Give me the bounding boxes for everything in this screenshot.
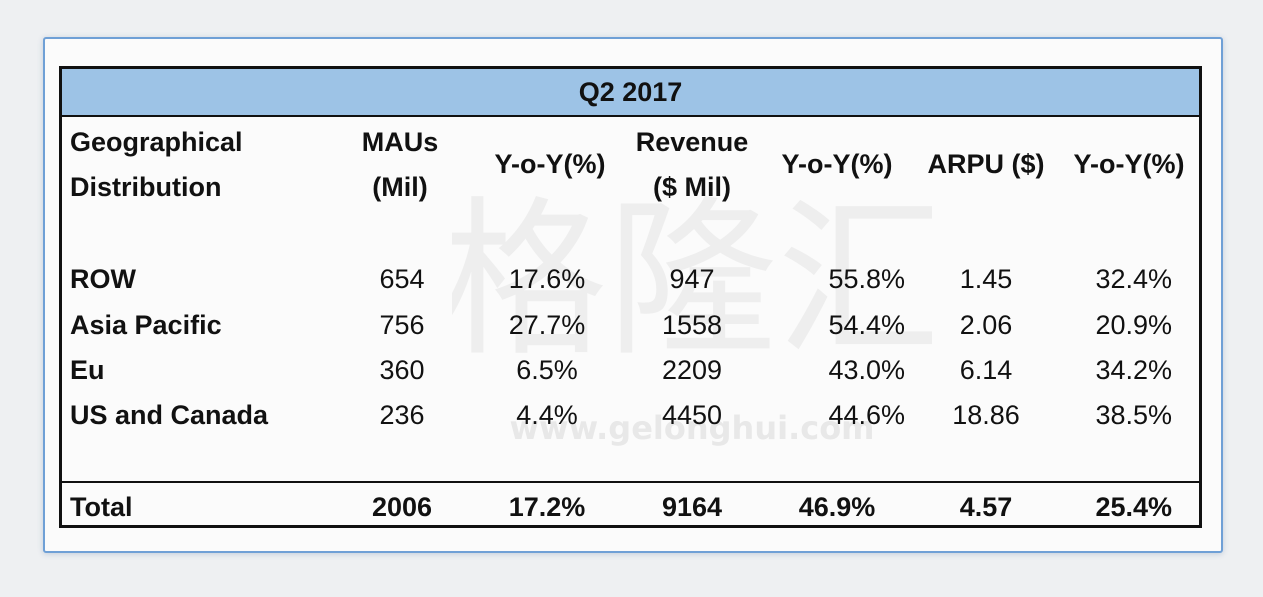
- table-cell-r1-c4: 54.4%: [828, 310, 905, 340]
- table-cell-r2-c3: 2209: [661, 355, 723, 385]
- table-cell-r3-c3: 4450: [661, 400, 723, 430]
- total-cell-c4: 46.9%: [798, 492, 876, 522]
- total-divider: [62, 481, 1199, 483]
- header-region-line2: Distribution: [70, 172, 222, 202]
- table-cell-r3-c0: US and Canada: [70, 400, 269, 430]
- header-maus-yoy: Y-o-Y(%): [494, 149, 606, 179]
- table-cell-r3-c6: 38.5%: [1095, 400, 1172, 430]
- table-cell-r0-c6: 32.4%: [1095, 264, 1172, 294]
- table-cell-r2-c1: 360: [379, 355, 425, 385]
- table-cell-r2-c6: 34.2%: [1095, 355, 1172, 385]
- header-region-line1: Geographical: [70, 127, 243, 157]
- total-cell-c6: 25.4%: [1095, 492, 1172, 522]
- table-cell-r0-c5: 1.45: [959, 264, 1013, 294]
- total-cell-c1: 2006: [371, 492, 433, 522]
- total-cell-c5: 4.57: [959, 492, 1013, 522]
- header-revenue-yoy: Y-o-Y(%): [781, 149, 893, 179]
- table-title: Q2 2017: [62, 69, 1199, 117]
- table-cell-r0-c1: 654: [379, 264, 425, 294]
- table-cell-r3-c1: 236: [379, 400, 425, 430]
- total-cell-c0: Total: [70, 492, 133, 522]
- table-cell-r2-c0: Eu: [70, 355, 105, 385]
- header-arpu: ARPU ($): [927, 149, 1045, 179]
- table-cell-r0-c4: 55.8%: [828, 264, 905, 294]
- total-cell-c3: 9164: [661, 492, 723, 522]
- table-cell-r1-c1: 756: [379, 310, 425, 340]
- table-cell-r2-c2: 6.5%: [516, 355, 578, 385]
- table-cell-r2-c4: 43.0%: [828, 355, 905, 385]
- header-arpu-yoy: Y-o-Y(%): [1073, 149, 1185, 179]
- table-cell-r2-c5: 6.14: [959, 355, 1013, 385]
- table-cell-r0-c2: 17.6%: [508, 264, 586, 294]
- table-cell-r1-c6: 20.9%: [1095, 310, 1172, 340]
- header-maus-line2: (Mil): [372, 172, 428, 202]
- table-cell-r3-c2: 4.4%: [516, 400, 578, 430]
- table-cell-r0-c3: 947: [669, 264, 715, 294]
- table-cell-r1-c3: 1558: [661, 310, 723, 340]
- table-cell-r1-c0: Asia Pacific: [70, 310, 222, 340]
- header-revenue-line1: Revenue: [635, 127, 749, 157]
- table-cell-r1-c5: 2.06: [959, 310, 1013, 340]
- table-cell-r3-c4: 44.6%: [828, 400, 905, 430]
- header-revenue-line2: ($ Mil): [653, 172, 731, 202]
- header-maus-line1: MAUs: [361, 127, 439, 157]
- total-cell-c2: 17.2%: [508, 492, 586, 522]
- data-table: Q2 2017 格隆汇 www.gelonghui.com Geographic…: [59, 66, 1202, 528]
- table-cell-r3-c5: 18.86: [952, 400, 1020, 430]
- table-cell-r0-c0: ROW: [70, 264, 136, 294]
- table-cell-r1-c2: 27.7%: [508, 310, 586, 340]
